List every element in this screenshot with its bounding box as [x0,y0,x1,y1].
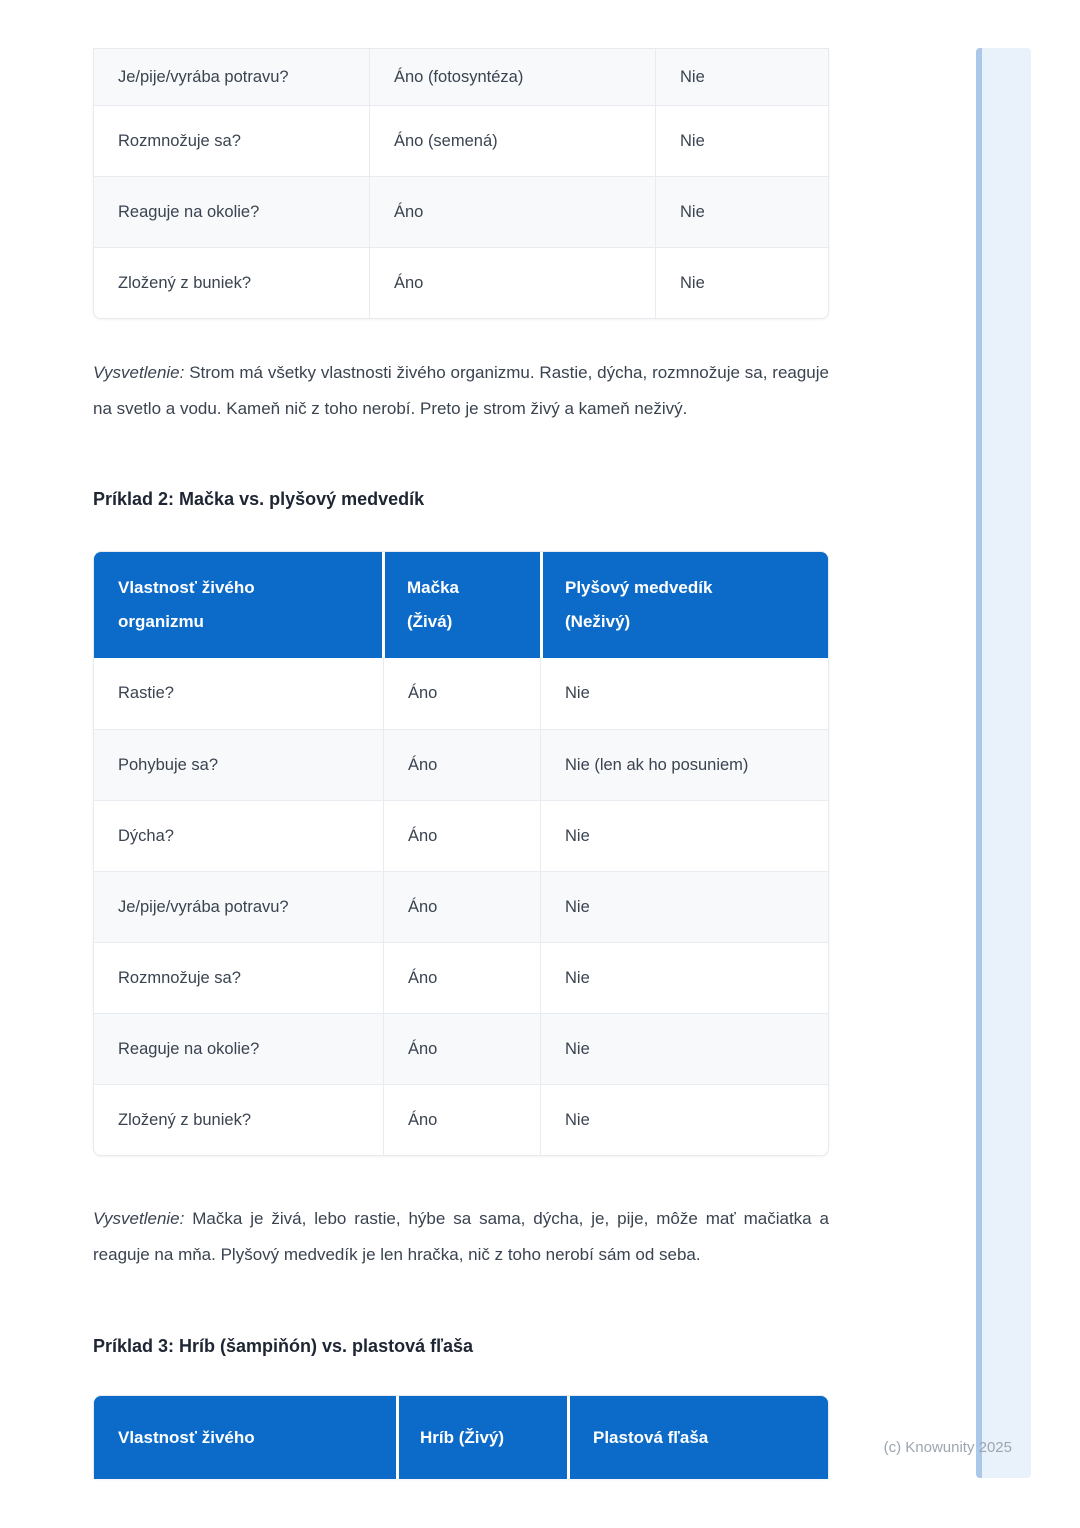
table-row: Rastie? Áno Nie [94,658,828,729]
cell-living: Áno (semená) [370,106,656,176]
cell-living: Áno [384,801,541,871]
table-row: Dýcha? Áno Nie [94,800,828,871]
table-row: Rozmnožuje sa? Áno (semená) Nie [94,105,828,176]
explanation-label: Vysvetlenie: [93,1209,185,1228]
cell-nonliving: Nie [565,897,590,916]
table-macka-vs-medvedik: Vlastnosť živého organizmu Mačka (Živá) … [93,551,829,1156]
cell-property: Je/pije/vyrába potravu? [94,49,370,105]
page-edge-bar-border [976,48,982,1478]
cell-nonliving: Nie [680,131,705,150]
cell-property: Reaguje na okolie? [94,1014,384,1084]
explanation-paragraph: Vysvetlenie: Mačka je živá, lebo rastie,… [93,1201,829,1273]
table-strom-vs-kamen-fragment: Je/pije/vyrába potravu? Áno (fotosyntéza… [93,48,829,319]
header-cell-property: Vlastnosť živého [94,1396,396,1479]
cell-property: Rastie? [94,658,384,729]
cell-nonliving: Nie [680,273,705,292]
table-header-row: Vlastnosť živého organizmu Mačka (Živá) … [94,552,828,658]
header-cell-living: Mačka (Živá) [385,552,540,658]
header-cell-nonliving: Plastová fľaša [570,1396,828,1479]
cell-nonliving: Nie [680,67,705,86]
table-row: Reaguje na okolie? Áno Nie [94,1013,828,1084]
cell-property: Zložený z buniek? [94,248,370,318]
explanation-text: Mačka je živá, lebo rastie, hýbe sa sama… [93,1209,829,1264]
cell-living: Áno [384,943,541,1013]
cell-nonliving: Nie [565,1039,590,1058]
table-hrib-vs-flasa-fragment: Vlastnosť živého Hríb (Živý) Plastová fľ… [93,1395,829,1479]
copyright-footer: (c) Knowunity 2025 [883,1439,1012,1456]
table-row: Je/pije/vyrába potravu? Áno (fotosyntéza… [94,49,828,105]
example-2-heading: Príklad 2: Mačka vs. plyšový medvedík [93,489,425,509]
cell-property: Je/pije/vyrába potravu? [94,872,384,942]
cell-living: Áno [384,658,541,729]
cell-nonliving: Nie (len ak ho posuniem) [565,755,749,774]
table-header-row: Vlastnosť živého Hríb (Živý) Plastová fľ… [94,1396,828,1479]
cell-nonliving: Nie [680,202,705,221]
cell-property: Reaguje na okolie? [94,177,370,247]
cell-living: Áno [384,730,541,800]
cell-nonliving: Nie [565,968,590,987]
header-cell-property: Vlastnosť živého organizmu [94,552,382,658]
explanation-label: Vysvetlenie: [93,363,185,382]
cell-living: Áno (fotosyntéza) [370,49,656,105]
table-row: Rozmnožuje sa? Áno Nie [94,942,828,1013]
cell-living: Áno [384,1085,541,1155]
table-row: Je/pije/vyrába potravu? Áno Nie [94,871,828,942]
cell-nonliving: Nie [565,1110,590,1129]
cell-living: Áno [370,177,656,247]
cell-living: Áno [384,872,541,942]
table-row: Zložený z buniek? Áno Nie [94,1084,828,1155]
page-edge-bar [976,48,1031,1478]
header-cell-nonliving: Plyšový medvedík (Neživý) [543,552,828,658]
cell-living: Áno [370,248,656,318]
cell-property: Rozmnožuje sa? [94,943,384,1013]
cell-property: Zložený z buniek? [94,1085,384,1155]
explanation-paragraph: Vysvetlenie: Strom má všetky vlastnosti … [93,355,829,427]
table-row: Zložený z buniek? Áno Nie [94,247,828,318]
cell-property: Dýcha? [94,801,384,871]
header-cell-living: Hríb (Živý) [399,1396,567,1479]
cell-living: Áno [384,1014,541,1084]
explanation-text: Strom má všetky vlastnosti živého organi… [93,363,829,418]
cell-property: Pohybuje sa? [94,730,384,800]
table-row: Pohybuje sa? Áno Nie (len ak ho posuniem… [94,729,828,800]
table-row: Reaguje na okolie? Áno Nie [94,176,828,247]
cell-nonliving: Nie [565,826,590,845]
cell-property: Rozmnožuje sa? [94,106,370,176]
example-3-heading: Príklad 3: Hríb (šampiňón) vs. plastová … [93,1336,474,1356]
cell-nonliving: Nie [565,684,590,702]
